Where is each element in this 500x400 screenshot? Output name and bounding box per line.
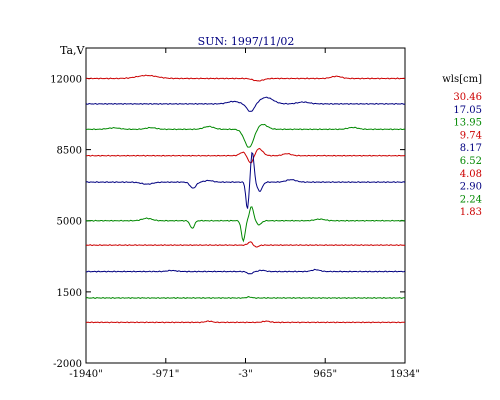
y-tick-label: 1500 xyxy=(57,288,82,299)
y-tick-label: -2000 xyxy=(53,359,82,370)
x-tick-label: -971" xyxy=(152,369,179,380)
legend-title: wls[cm] xyxy=(442,74,482,85)
x-tick-label: 965" xyxy=(313,369,337,380)
legend-entry: 9.74 xyxy=(460,130,482,141)
series-lines xyxy=(85,74,406,324)
legend: 30.46 17.05 13.959.74 8.17 6.52 4.08 2.902.24 1… xyxy=(453,92,482,218)
legend-entry: 2.90 xyxy=(460,182,482,193)
legend-entry: 8.17 xyxy=(460,143,482,154)
series-line-6.52 xyxy=(85,206,406,243)
y-axis-label: Ta,V xyxy=(60,44,86,57)
x-axis: -1940" -971" -3" 965" 1934" xyxy=(69,48,420,380)
legend-entry: 2.24 xyxy=(460,194,482,205)
plot-frame xyxy=(85,47,406,364)
series-line-8.17 xyxy=(85,151,406,209)
x-tick-label: 1934" xyxy=(390,369,420,380)
chart-title: SUN: 1997/11/02 xyxy=(198,35,295,48)
series-line-2.24 xyxy=(85,296,406,299)
series-line-30.46 xyxy=(85,74,406,82)
series-line-2.90 xyxy=(85,268,406,275)
x-tick-label: -1940" xyxy=(69,369,102,380)
legend-entry: 1.83 xyxy=(460,207,482,218)
series-line-17.05 xyxy=(85,96,406,112)
y-tick-label: 5000 xyxy=(57,217,82,228)
series-line-9.74 xyxy=(85,147,406,164)
legend-entry: 13.95 xyxy=(453,118,482,129)
x-tick-label: -3" xyxy=(238,369,252,380)
series-line-4.08 xyxy=(85,241,406,248)
series-line-13.95 xyxy=(85,123,406,148)
legend-entry: 30.46 xyxy=(453,92,482,103)
y-axis: 12000 8500 5000 1500 -2000 xyxy=(50,74,405,370)
y-tick-label: 8500 xyxy=(57,146,82,157)
legend-entry: 17.05 xyxy=(453,105,482,116)
legend-entry: 6.52 xyxy=(460,156,482,167)
legend-entry: 4.08 xyxy=(460,169,482,180)
y-tick-label: 12000 xyxy=(50,74,82,85)
series-line-1.83 xyxy=(85,320,405,324)
